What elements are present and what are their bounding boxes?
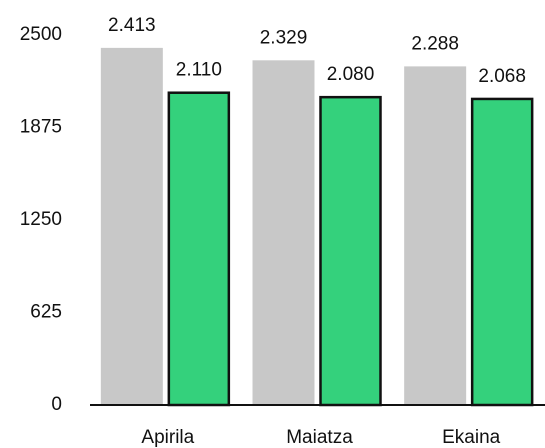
bar: [100, 47, 163, 405]
bar: [167, 91, 231, 407]
bar: [319, 95, 382, 407]
value-label: 2.068: [478, 66, 526, 87]
value-label: 2.110: [176, 60, 222, 81]
y-tick-label: 1250: [20, 209, 62, 230]
x-tick-label: Maiatza: [286, 427, 353, 448]
bar: [470, 97, 534, 407]
value-label: 2.080: [327, 64, 375, 85]
y-tick-label: 2500: [20, 24, 62, 45]
bar: [252, 60, 315, 406]
y-tick-label: 1875: [20, 117, 62, 138]
value-label: 2.329: [260, 27, 308, 48]
y-tick-label: 625: [30, 302, 62, 323]
x-tick-label: Apirila: [141, 427, 194, 448]
bar: [404, 66, 467, 405]
value-label: 2.288: [411, 33, 459, 54]
y-tick-label: 0: [51, 394, 62, 415]
x-tick-label: Ekaina: [442, 427, 501, 448]
value-label: 2.413: [108, 15, 156, 36]
